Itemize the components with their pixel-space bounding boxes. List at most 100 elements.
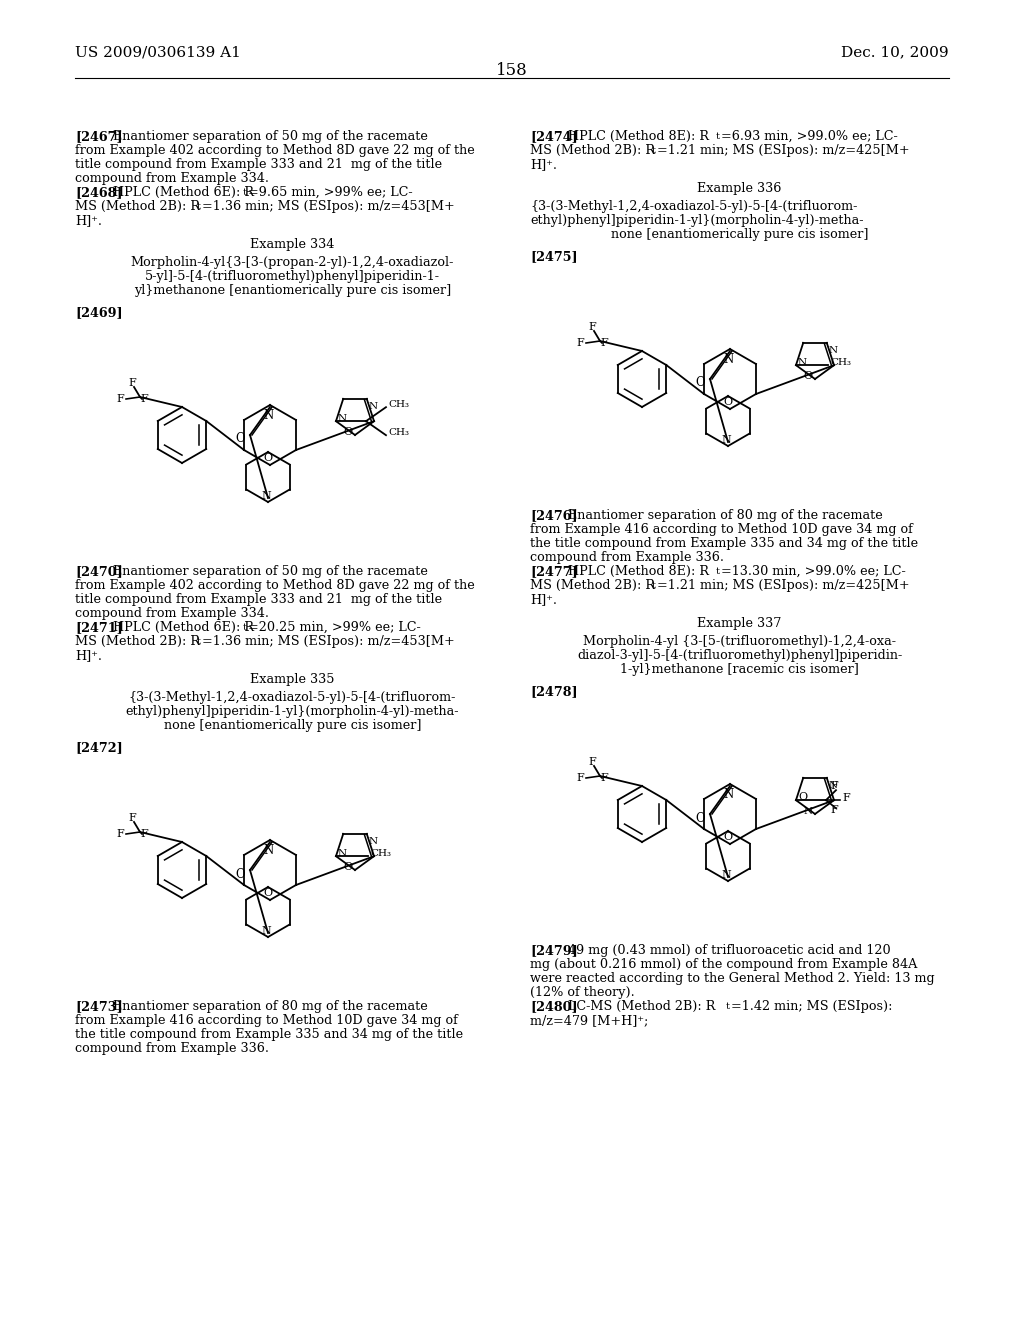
Text: title compound from Example 333 and 21  mg of the title: title compound from Example 333 and 21 m… <box>75 158 442 172</box>
Text: =1.36 min; MS (ESIpos): m/z=453[M+: =1.36 min; MS (ESIpos): m/z=453[M+ <box>202 201 455 213</box>
Text: compound from Example 336.: compound from Example 336. <box>75 1041 269 1055</box>
Text: from Example 416 according to Method 10D gave 34 mg of: from Example 416 according to Method 10D… <box>75 1014 458 1027</box>
Text: 5-yl]-5-[4-(trifluoromethyl)phenyl]piperidin-1-: 5-yl]-5-[4-(trifluoromethyl)phenyl]piper… <box>145 271 440 282</box>
Text: Enantiomer separation of 80 mg of the racemate: Enantiomer separation of 80 mg of the ra… <box>568 510 883 521</box>
Text: were reacted according to the General Method 2. Yield: 13 mg: were reacted according to the General Me… <box>530 972 935 985</box>
Text: H]⁺.: H]⁺. <box>75 649 102 663</box>
Text: US 2009/0306139 A1: US 2009/0306139 A1 <box>75 45 241 59</box>
Text: none [enantiomerically pure cis isomer]: none [enantiomerically pure cis isomer] <box>610 228 868 242</box>
Text: F: F <box>830 781 838 791</box>
Text: O: O <box>798 792 807 803</box>
Text: =9.65 min, >99% ee; LC-: =9.65 min, >99% ee; LC- <box>248 186 413 199</box>
Text: F: F <box>128 378 136 388</box>
Text: Morpholin-4-yl {3-[5-(trifluoromethyl)-1,2,4-oxa-: Morpholin-4-yl {3-[5-(trifluoromethyl)-1… <box>583 635 896 648</box>
Text: t: t <box>197 202 201 211</box>
Text: {3-(3-Methyl-1,2,4-oxadiazol-5-yl)-5-[4-(trifluorom-: {3-(3-Methyl-1,2,4-oxadiazol-5-yl)-5-[4-… <box>530 201 857 213</box>
Text: MS (Method 2B): R: MS (Method 2B): R <box>530 579 655 591</box>
Text: N: N <box>828 346 838 355</box>
Text: =1.42 min; MS (ESIpos):: =1.42 min; MS (ESIpos): <box>731 1001 893 1012</box>
Text: t: t <box>243 187 247 197</box>
Text: CH₃: CH₃ <box>388 400 409 409</box>
Text: N: N <box>338 413 347 422</box>
Text: m/z=479 [M+H]⁺;: m/z=479 [M+H]⁺; <box>530 1014 648 1027</box>
Text: N: N <box>264 843 274 857</box>
Text: =20.25 min, >99% ee; LC-: =20.25 min, >99% ee; LC- <box>248 620 421 634</box>
Text: Enantiomer separation of 50 mg of the racemate: Enantiomer separation of 50 mg of the ra… <box>113 565 428 578</box>
Text: =1.21 min; MS (ESIpos): m/z=425[M+: =1.21 min; MS (ESIpos): m/z=425[M+ <box>657 144 909 157</box>
Text: =13.30 min, >99.0% ee; LC-: =13.30 min, >99.0% ee; LC- <box>721 565 906 578</box>
Text: N: N <box>261 927 271 936</box>
Text: HPLC (Method 6E): R: HPLC (Method 6E): R <box>113 620 254 634</box>
Text: MS (Method 2B): R: MS (Method 2B): R <box>530 144 655 157</box>
Text: N: N <box>338 849 347 858</box>
Text: ethyl)phenyl]piperidin-1-yl}(morpholin-4-yl)-metha-: ethyl)phenyl]piperidin-1-yl}(morpholin-4… <box>530 214 863 227</box>
Text: F: F <box>588 322 596 333</box>
Text: t: t <box>243 623 247 632</box>
Text: O: O <box>236 867 245 880</box>
Text: HPLC (Method 6E): R: HPLC (Method 6E): R <box>113 186 254 199</box>
Text: Enantiomer separation of 50 mg of the racemate: Enantiomer separation of 50 mg of the ra… <box>113 129 428 143</box>
Text: N: N <box>721 436 731 445</box>
Text: [2469]: [2469] <box>75 306 123 319</box>
Text: [2472]: [2472] <box>75 741 123 754</box>
Text: O: O <box>263 888 272 898</box>
Text: O: O <box>695 376 705 389</box>
Text: N: N <box>264 409 274 422</box>
Text: H]⁺.: H]⁺. <box>75 214 102 227</box>
Text: the title compound from Example 335 and 34 mg of the title: the title compound from Example 335 and … <box>75 1028 463 1041</box>
Text: [2471]: [2471] <box>75 620 123 634</box>
Text: =1.21 min; MS (ESIpos): m/z=425[M+: =1.21 min; MS (ESIpos): m/z=425[M+ <box>657 579 909 591</box>
Text: =1.36 min; MS (ESIpos): m/z=453[M+: =1.36 min; MS (ESIpos): m/z=453[M+ <box>202 635 455 648</box>
Text: Example 336: Example 336 <box>697 182 781 195</box>
Text: 1-yl}methanone [racemic cis isomer]: 1-yl}methanone [racemic cis isomer] <box>621 663 859 676</box>
Text: Enantiomer separation of 80 mg of the racemate: Enantiomer separation of 80 mg of the ra… <box>113 1001 428 1012</box>
Text: O: O <box>263 453 272 463</box>
Text: 49 mg (0.43 mmol) of trifluoroacetic acid and 120: 49 mg (0.43 mmol) of trifluoroacetic aci… <box>568 944 891 957</box>
Text: CH₃: CH₃ <box>370 849 391 858</box>
Text: yl}methanone [enantiomerically pure cis isomer]: yl}methanone [enantiomerically pure cis … <box>134 284 452 297</box>
Text: Example 335: Example 335 <box>250 673 335 686</box>
Text: the title compound from Example 335 and 34 mg of the title: the title compound from Example 335 and … <box>530 537 919 550</box>
Text: N: N <box>261 491 271 502</box>
Text: HPLC (Method 8E): R: HPLC (Method 8E): R <box>568 129 709 143</box>
Text: Example 337: Example 337 <box>697 616 781 630</box>
Text: F: F <box>116 393 124 404</box>
Text: H]⁺.: H]⁺. <box>530 158 557 172</box>
Text: N: N <box>369 401 378 411</box>
Text: title compound from Example 333 and 21  mg of the title: title compound from Example 333 and 21 m… <box>75 593 442 606</box>
Text: {3-(3-Methyl-1,2,4-oxadiazol-5-yl)-5-[4-(trifluorom-: {3-(3-Methyl-1,2,4-oxadiazol-5-yl)-5-[4-… <box>129 690 456 704</box>
Text: F: F <box>600 774 608 783</box>
Text: Example 334: Example 334 <box>250 238 335 251</box>
Text: F: F <box>577 774 584 783</box>
Text: mg (about 0.216 mmol) of the compound from Example 84A: mg (about 0.216 mmol) of the compound fr… <box>530 958 918 972</box>
Text: F: F <box>830 805 838 816</box>
Text: N: N <box>369 837 378 846</box>
Text: F: F <box>577 338 584 348</box>
Text: CH₃: CH₃ <box>388 428 409 437</box>
Text: none [enantiomerically pure cis isomer]: none [enantiomerically pure cis isomer] <box>164 719 421 733</box>
Text: MS (Method 2B): R: MS (Method 2B): R <box>75 201 200 213</box>
Text: MS (Method 2B): R: MS (Method 2B): R <box>75 635 200 648</box>
Text: O: O <box>236 433 245 446</box>
Text: O: O <box>344 426 353 437</box>
Text: ethyl)phenyl]piperidin-1-yl}(morpholin-4-yl)-metha-: ethyl)phenyl]piperidin-1-yl}(morpholin-4… <box>126 705 459 718</box>
Text: [2479]: [2479] <box>530 944 578 957</box>
Text: compound from Example 336.: compound from Example 336. <box>530 550 724 564</box>
Text: N: N <box>724 788 734 801</box>
Text: compound from Example 334.: compound from Example 334. <box>75 172 269 185</box>
Text: [2474]: [2474] <box>530 129 578 143</box>
Text: CH₃: CH₃ <box>830 358 851 367</box>
Text: t: t <box>726 1002 730 1011</box>
Text: [2470]: [2470] <box>75 565 123 578</box>
Text: t: t <box>716 132 720 141</box>
Text: diazol-3-yl]-5-[4-(trifluoromethyl)phenyl]piperidin-: diazol-3-yl]-5-[4-(trifluoromethyl)pheny… <box>577 649 902 663</box>
Text: [2476]: [2476] <box>530 510 578 521</box>
Text: (12% of theory).: (12% of theory). <box>530 986 635 999</box>
Text: Morpholin-4-yl{3-[3-(propan-2-yl)-1,2,4-oxadiazol-: Morpholin-4-yl{3-[3-(propan-2-yl)-1,2,4-… <box>131 256 455 269</box>
Text: [2468]: [2468] <box>75 186 123 199</box>
Text: F: F <box>140 393 147 404</box>
Text: [2467]: [2467] <box>75 129 123 143</box>
Text: N: N <box>721 870 731 880</box>
Text: from Example 402 according to Method 8D gave 22 mg of the: from Example 402 according to Method 8D … <box>75 144 475 157</box>
Text: compound from Example 334.: compound from Example 334. <box>75 607 269 620</box>
